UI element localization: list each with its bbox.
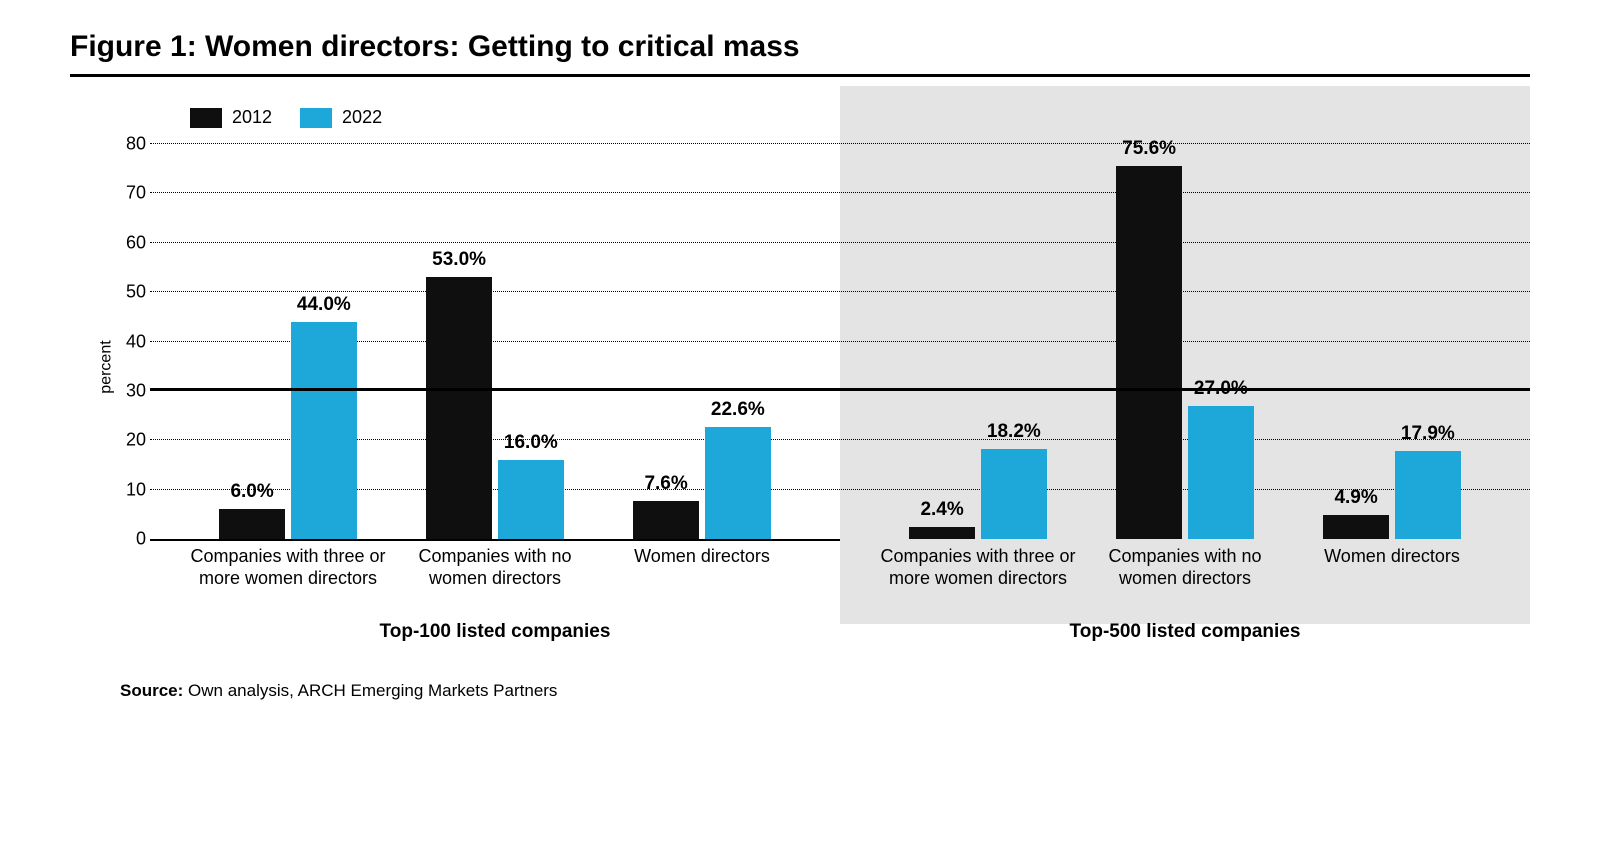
legend-label: 2012 [232,107,272,128]
figure-container: Figure 1: Women directors: Getting to cr… [50,30,1550,701]
x-tick-label: Companies with no women directors [1082,546,1289,589]
bar: 4.9% [1323,515,1389,539]
source-prefix: Source: [120,681,183,700]
bar-value-label: 27.0% [1194,378,1248,406]
bar-value-label: 16.0% [504,432,558,460]
y-tick-label: 70 [106,183,146,204]
plot-stage: 010203040506070806.0%44.0%53.0%16.0%7.6%… [150,146,1530,626]
panel-label: Top-100 listed companies [150,621,840,643]
y-tick-label: 10 [106,479,146,500]
bar: 2.4% [909,527,975,539]
bar-value-label: 4.9% [1334,487,1377,515]
bar: 53.0% [426,277,492,539]
legend-label: 2022 [342,107,382,128]
panel-label: Top-500 listed companies [840,621,1530,643]
bar-value-label: 22.6% [711,399,765,427]
plot: 010203040506070806.0%44.0%53.0%16.0%7.6%… [150,146,1530,541]
y-tick-label: 60 [106,232,146,253]
chart-area: 20122022 percent 010203040506070806.0%44… [150,107,1530,626]
x-tick-label: Companies with three or more women direc… [185,546,392,589]
bar: 27.0% [1188,406,1254,539]
bar: 6.0% [219,509,285,539]
legend-swatch [190,108,222,128]
gridline [150,291,1530,292]
bar-value-label: 18.2% [987,421,1041,449]
x-axis-labels: Companies with three or more women direc… [150,546,1530,606]
x-tick-label: Companies with three or more women direc… [875,546,1082,589]
source-text: Own analysis, ARCH Emerging Markets Part… [188,681,557,700]
bar-value-label: 44.0% [297,294,351,322]
y-tick-label: 30 [106,380,146,401]
legend-item: 2022 [300,107,382,128]
reference-line [150,388,1530,391]
bar-value-label: 2.4% [920,499,963,527]
bar: 17.9% [1395,451,1461,539]
y-tick-label: 80 [106,134,146,155]
legend-swatch [300,108,332,128]
bar-value-label: 17.9% [1401,423,1455,451]
section-labels: Top-100 listed companiesTop-500 listed c… [150,621,1530,651]
y-tick-label: 0 [106,529,146,550]
x-tick-label: Companies with no women directors [392,546,599,589]
gridline [150,143,1530,144]
y-tick-label: 40 [106,331,146,352]
legend-item: 2012 [190,107,272,128]
bar: 75.6% [1116,166,1182,539]
gridline [150,192,1530,193]
x-tick-label: Women directors [599,546,806,568]
gridline [150,439,1530,440]
figure-title: Figure 1: Women directors: Getting to cr… [70,30,1530,77]
x-tick-label: Women directors [1289,546,1496,568]
bar-value-label: 75.6% [1122,138,1176,166]
source-line: Source: Own analysis, ARCH Emerging Mark… [120,681,1530,701]
panel-background [840,86,1530,624]
y-tick-label: 50 [106,282,146,303]
bar-value-label: 7.6% [644,473,687,501]
gridline [150,489,1530,490]
bar: 44.0% [291,322,357,539]
bar: 7.6% [633,501,699,539]
bar: 22.6% [705,427,771,539]
bar-value-label: 6.0% [230,481,273,509]
bar: 16.0% [498,460,564,539]
gridline [150,341,1530,342]
bar: 18.2% [981,449,1047,539]
gridline [150,242,1530,243]
bar-value-label: 53.0% [432,249,486,277]
y-tick-label: 20 [106,430,146,451]
